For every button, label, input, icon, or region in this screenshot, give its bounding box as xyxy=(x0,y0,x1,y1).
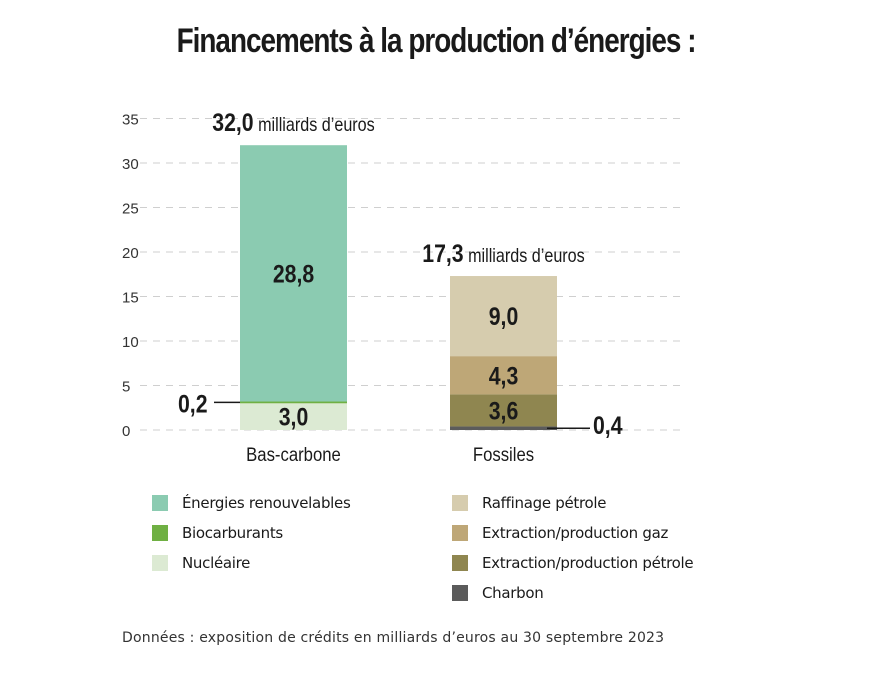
category-label: Bas-carbone xyxy=(246,444,341,465)
footnote: Données : exposition de crédits en milli… xyxy=(122,630,665,646)
legend-left: Énergies renouvelables Biocarburants Nuclé… xyxy=(152,488,351,578)
y-tick-label: 25 xyxy=(122,201,139,218)
bar-segment xyxy=(450,356,557,395)
legend-swatch xyxy=(452,555,468,571)
y-tick-label: 20 xyxy=(122,245,139,262)
bar-segment xyxy=(240,145,347,402)
legend-label: Extraction/production pétrole xyxy=(482,554,694,572)
legend-label: Énergies renouvelables xyxy=(182,494,351,512)
legend-swatch xyxy=(452,585,468,601)
data-label: 4,3 xyxy=(489,362,519,390)
bar-segment xyxy=(240,403,347,430)
data-label: 9,0 xyxy=(489,302,519,330)
category-label: Fossiles xyxy=(473,444,534,465)
total-unit: milliards d’euros xyxy=(464,245,585,267)
data-label: 28,8 xyxy=(273,260,314,288)
legend-label: Charbon xyxy=(482,584,544,602)
legend-right: Raffinage pétrole Extraction/production g… xyxy=(452,488,694,608)
y-tick-label: 35 xyxy=(122,112,139,129)
y-tick-label: 5 xyxy=(122,379,130,396)
total-label: 32,0 milliards d’euros xyxy=(212,109,375,137)
y-tick-label: 15 xyxy=(122,290,139,307)
total-value: 17,3 xyxy=(422,239,463,267)
legend-swatch xyxy=(452,495,468,511)
bar-segment xyxy=(240,401,347,404)
legend-item: Nucléaire xyxy=(152,548,350,578)
callout-label: 0,2 xyxy=(178,390,208,418)
legend-swatch xyxy=(152,525,168,541)
legend-item: Raffinage pétrole xyxy=(452,488,693,518)
legend-label: Nucléaire xyxy=(182,554,251,572)
chart-title: Financements à la production d’énergies … xyxy=(176,22,697,60)
bar-segment xyxy=(450,394,557,427)
total-unit: milliards d’euros xyxy=(254,114,375,136)
y-tick-label: 30 xyxy=(122,156,139,173)
bar-segment xyxy=(450,276,557,357)
legend-label: Raffinage pétrole xyxy=(482,494,607,512)
total-label: 17,3 milliards d’euros xyxy=(422,239,585,267)
legend-item: Biocarburants xyxy=(152,518,350,548)
legend-swatch xyxy=(152,495,168,511)
y-tick-label: 10 xyxy=(122,334,139,351)
bar-segment xyxy=(450,426,557,430)
legend-label: Biocarburants xyxy=(182,524,283,542)
y-tick-label: 0 xyxy=(122,423,130,440)
legend-item: Charbon xyxy=(452,578,693,608)
legend-item: Énergies renouvelables xyxy=(152,488,351,518)
legend-item: Extraction/production pétrole xyxy=(452,548,694,578)
data-label: 3,6 xyxy=(489,397,519,425)
legend-swatch xyxy=(152,555,168,571)
callout-label: 0,4 xyxy=(593,412,623,440)
legend-swatch xyxy=(452,525,468,541)
legend-label: Extraction/production gaz xyxy=(482,524,669,542)
total-value: 32,0 xyxy=(212,109,253,137)
legend-item: Extraction/production gaz xyxy=(452,518,693,548)
stacked-bar-chart: 0 5 10 15 20 25 30 35 3,0 28,8 3,6 4,3 9,0 0,2 0,4 32,0… xyxy=(122,109,685,465)
data-label: 3,0 xyxy=(279,403,309,431)
